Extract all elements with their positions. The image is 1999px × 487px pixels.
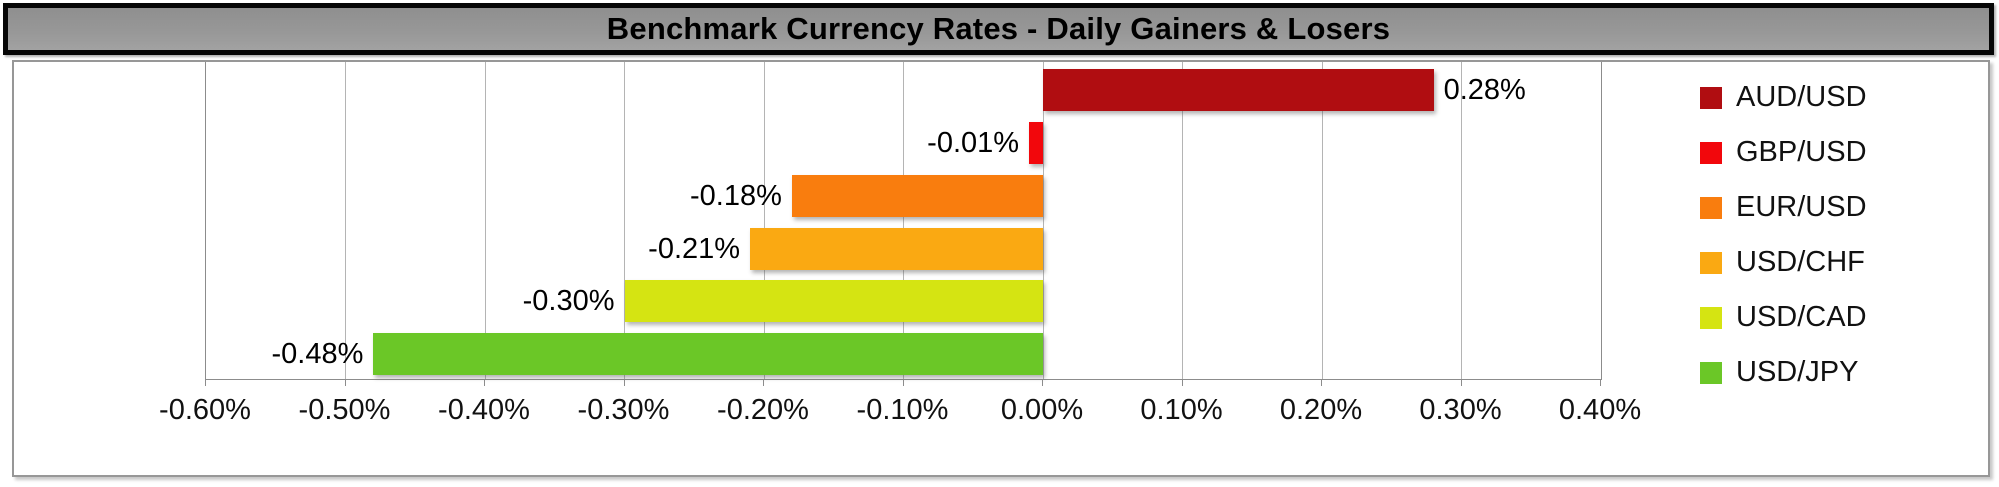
bar-usd-chf [750, 228, 1043, 270]
bar-value-label: -0.01% [927, 127, 1020, 159]
gridline [1321, 62, 1323, 379]
chart-title-banner: Benchmark Currency Rates - Daily Gainers… [3, 3, 1994, 55]
legend-item-usd-chf: USD/CHF [1700, 235, 1867, 290]
gridline [763, 62, 765, 379]
legend-label: USD/CHF [1736, 246, 1865, 278]
axis-tick [1321, 380, 1322, 386]
x-tick-label: -0.40% [438, 394, 530, 426]
bar-value-label: -0.21% [648, 233, 741, 265]
plot-area: 0.28% -0.01% -0.18% -0.21% -0.30% -0.48% [205, 62, 1602, 380]
axis-tick [902, 380, 904, 386]
legend-swatch [1700, 86, 1722, 109]
bar-value-label: -0.48% [271, 338, 364, 370]
axis-tick [1460, 380, 1462, 386]
x-tick-label: -0.60% [159, 394, 251, 426]
x-tick-label: 0.20% [1279, 394, 1363, 426]
axis-tick [205, 380, 206, 386]
gridline [1182, 62, 1183, 379]
chart-region: 0.28% -0.01% -0.18% -0.21% -0.30% -0.48% -0.6… [12, 60, 1990, 477]
legend-item-usd-cad: USD/CAD [1700, 290, 1867, 345]
bar-gbp-usd [1029, 122, 1043, 164]
bar-usd-cad [624, 280, 1043, 322]
x-tick-label: -0.10% [856, 394, 949, 426]
legend-swatch [1700, 361, 1722, 384]
axis-tick [763, 380, 764, 386]
axis-tick [344, 380, 346, 386]
gridline [345, 62, 346, 379]
x-tick-label: -0.50% [298, 394, 391, 426]
bar-usd-jpy [373, 333, 1043, 375]
axis-tick [1181, 380, 1183, 386]
x-tick-label: 0.00% [1000, 394, 1084, 426]
gridline [624, 62, 625, 379]
bar-value-label: 0.28% [1443, 74, 1526, 106]
axis-tick [1042, 380, 1043, 386]
bar-eur-usd [791, 175, 1043, 217]
x-tick-label: -0.30% [577, 394, 670, 426]
legend-item-aud-usd: AUD/USD [1700, 70, 1867, 125]
legend-item-eur-usd: EUR/USD [1700, 180, 1867, 235]
bar-value-label: -0.30% [522, 285, 615, 317]
axis-tick [623, 380, 625, 386]
legend-swatch [1700, 196, 1722, 219]
legend-label: GBP/USD [1736, 136, 1867, 168]
legend-swatch [1700, 141, 1722, 164]
legend: AUD/USD GBP/USD EUR/USD USD/CHF USD/CAD USD/J… [1700, 70, 1867, 400]
legend-label: AUD/USD [1736, 81, 1867, 113]
gridline [903, 62, 904, 379]
x-tick-label: -0.20% [717, 394, 809, 426]
gridline [484, 62, 486, 379]
gridline [1042, 62, 1044, 379]
legend-label: USD/CAD [1736, 301, 1867, 333]
x-tick-label: 0.30% [1419, 394, 1502, 426]
legend-item-usd-jpy: USD/JPY [1700, 345, 1867, 400]
axis-tick [1600, 380, 1601, 386]
gridline [1461, 62, 1462, 379]
legend-item-gbp-usd: GBP/USD [1700, 125, 1867, 180]
bar-aud-usd [1043, 69, 1434, 111]
axis-tick [484, 380, 485, 386]
legend-label: EUR/USD [1736, 191, 1867, 223]
legend-swatch [1700, 251, 1722, 274]
legend-label: USD/JPY [1736, 356, 1859, 388]
bar-value-label: -0.18% [690, 180, 782, 212]
legend-swatch [1700, 306, 1722, 329]
chart-title: Benchmark Currency Rates - Daily Gainers… [606, 11, 1391, 46]
x-tick-label: 0.40% [1558, 394, 1642, 426]
x-tick-label: 0.10% [1140, 394, 1223, 426]
